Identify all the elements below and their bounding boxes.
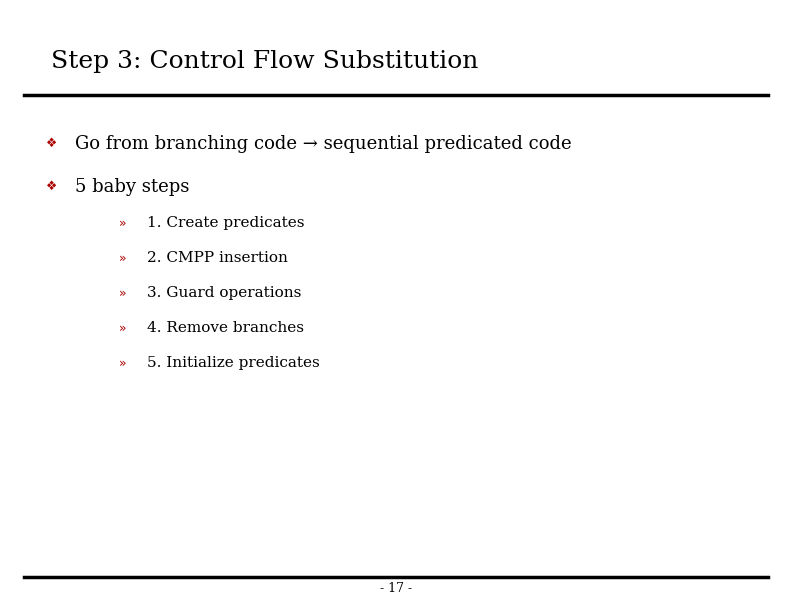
Text: Step 3: Control Flow Substitution: Step 3: Control Flow Substitution	[51, 50, 479, 73]
Text: »: »	[119, 321, 127, 335]
Text: ❖: ❖	[46, 137, 57, 151]
Text: 2. CMPP insertion: 2. CMPP insertion	[147, 252, 287, 265]
Text: ❖: ❖	[46, 180, 57, 193]
Text: Go from branching code → sequential predicated code: Go from branching code → sequential pred…	[75, 135, 572, 153]
Text: 4. Remove branches: 4. Remove branches	[147, 321, 303, 335]
Text: 1. Create predicates: 1. Create predicates	[147, 217, 304, 230]
Text: »: »	[119, 356, 127, 370]
Text: »: »	[119, 217, 127, 230]
Text: - 17 -: - 17 -	[380, 582, 412, 595]
Text: »: »	[119, 252, 127, 265]
Text: »: »	[119, 286, 127, 300]
Text: 3. Guard operations: 3. Guard operations	[147, 286, 301, 300]
Text: 5. Initialize predicates: 5. Initialize predicates	[147, 356, 319, 370]
Text: 5 baby steps: 5 baby steps	[75, 177, 189, 196]
